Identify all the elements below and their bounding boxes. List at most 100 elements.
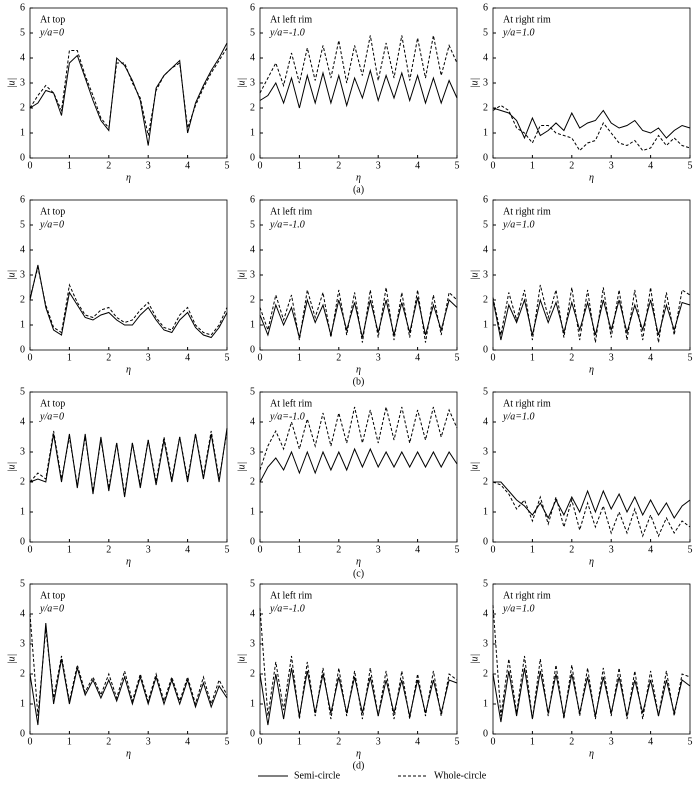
y-axis-label: |u|: [469, 270, 480, 281]
y-tick-label: 0: [20, 152, 25, 163]
y-tick-label: 5: [483, 386, 488, 397]
data-line: [259, 297, 458, 338]
y-tick-label: 0: [483, 536, 488, 547]
x-tick-label: 1: [530, 352, 535, 363]
y-tick-label: 2: [483, 668, 488, 679]
data-line: [29, 264, 228, 339]
y-axis-label: |u|: [236, 78, 247, 89]
y-tick-label: 2: [20, 294, 25, 305]
data-line: [259, 667, 458, 726]
x-tick-label: 4: [185, 544, 190, 555]
y-tick-label: 3: [483, 446, 488, 457]
y-tick-label: 4: [250, 244, 255, 255]
y-tick-label: 2: [483, 476, 488, 487]
x-tick-label: 5: [225, 544, 230, 555]
y-tick-label: 1: [20, 127, 25, 138]
y-tick-label: 2: [20, 668, 25, 679]
panel-title: At left rim: [270, 14, 312, 25]
y-tick-label: 5: [20, 386, 25, 397]
x-tick-label: 4: [415, 736, 420, 747]
x-axis-label: η: [589, 364, 594, 375]
x-axis-label: η: [356, 364, 361, 375]
x-tick-label: 1: [67, 736, 72, 747]
x-tick-label: 1: [530, 544, 535, 555]
x-tick-label: 5: [225, 160, 230, 171]
x-axis-label: η: [126, 172, 131, 183]
x-tick-label: 5: [455, 160, 460, 171]
y-tick-label: 2: [483, 294, 488, 305]
panel-annotation: y/a=0: [39, 603, 64, 614]
x-tick-label: 3: [146, 160, 151, 171]
x-tick-label: 0: [491, 544, 496, 555]
y-tick-label: 3: [20, 77, 25, 88]
panel-title: At right rim: [503, 206, 551, 217]
x-tick-label: 5: [455, 736, 460, 747]
panel-annotation: y/a=1.0: [502, 219, 534, 230]
data-line: [29, 267, 228, 336]
x-tick-label: 5: [225, 736, 230, 747]
x-tick-label: 3: [609, 352, 614, 363]
y-tick-label: 1: [483, 506, 488, 517]
y-tick-label: 1: [483, 698, 488, 709]
x-tick-label: 2: [569, 160, 574, 171]
data-line: [492, 298, 691, 341]
x-tick-label: 2: [569, 736, 574, 747]
y-tick-label: 6: [20, 2, 25, 13]
data-line: [29, 42, 228, 146]
y-tick-label: 0: [250, 344, 255, 355]
y-tick-label: 3: [20, 638, 25, 649]
x-tick-label: 0: [28, 736, 33, 747]
y-tick-label: 5: [250, 578, 255, 589]
x-tick-label: 3: [376, 544, 381, 555]
panel-title: At top: [40, 14, 65, 25]
panel-annotation: y/a=-1.0: [269, 219, 305, 230]
y-axis-label: |u|: [236, 462, 247, 473]
y-tick-label: 3: [483, 638, 488, 649]
data-line: [259, 68, 458, 109]
y-axis-label: |u|: [6, 78, 17, 89]
x-tick-label: 0: [28, 160, 33, 171]
data-line: [259, 287, 458, 343]
x-tick-label: 3: [146, 544, 151, 555]
panel-annotation: y/a=0: [39, 27, 64, 38]
y-tick-label: 4: [20, 52, 25, 63]
x-tick-label: 2: [106, 160, 111, 171]
panel-title: At left rim: [270, 206, 312, 217]
y-tick-label: 0: [20, 728, 25, 739]
x-tick-label: 1: [297, 352, 302, 363]
y-tick-label: 3: [250, 638, 255, 649]
x-tick-label: 3: [609, 160, 614, 171]
y-tick-label: 6: [483, 2, 488, 13]
x-axis-label: η: [356, 748, 361, 759]
x-tick-label: 1: [530, 160, 535, 171]
y-tick-label: 3: [250, 269, 255, 280]
y-tick-label: 5: [20, 27, 25, 38]
y-tick-label: 3: [20, 446, 25, 457]
y-tick-label: 4: [483, 608, 488, 619]
legend-label: Whole-circle: [434, 770, 487, 781]
y-tick-label: 0: [483, 728, 488, 739]
x-tick-label: 4: [648, 544, 653, 555]
data-line: [29, 427, 228, 498]
x-tick-label: 4: [415, 352, 420, 363]
x-axis-label: η: [356, 172, 361, 183]
x-tick-label: 4: [648, 352, 653, 363]
data-line: [29, 47, 228, 136]
plot-frame: [492, 391, 691, 543]
data-line: [259, 447, 458, 483]
y-tick-label: 0: [250, 728, 255, 739]
panel-annotation: y/a=0: [39, 411, 64, 422]
y-tick-label: 1: [483, 127, 488, 138]
x-tick-label: 0: [28, 352, 33, 363]
y-tick-label: 4: [250, 608, 255, 619]
y-tick-label: 1: [20, 319, 25, 330]
x-tick-label: 5: [688, 544, 693, 555]
data-line: [492, 104, 691, 152]
y-tick-label: 3: [250, 77, 255, 88]
x-tick-label: 3: [609, 736, 614, 747]
plot-frame: [29, 391, 228, 543]
x-tick-label: 5: [688, 736, 693, 747]
y-tick-label: 1: [20, 698, 25, 709]
data-line: [492, 481, 691, 538]
y-tick-label: 1: [250, 698, 255, 709]
